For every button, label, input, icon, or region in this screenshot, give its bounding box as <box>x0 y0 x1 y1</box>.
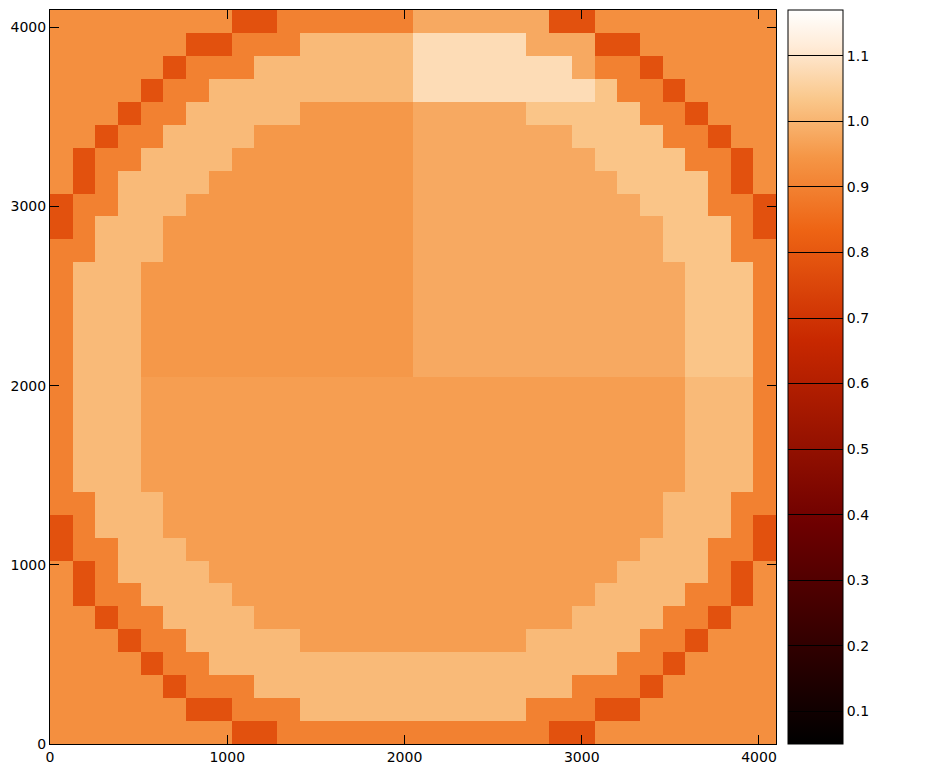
svg-text:4000: 4000 <box>11 19 47 35</box>
svg-text:1000: 1000 <box>11 557 47 573</box>
svg-text:0: 0 <box>37 736 46 752</box>
svg-text:0.2: 0.2 <box>847 638 869 654</box>
svg-text:1.0: 1.0 <box>847 113 869 129</box>
svg-text:0.3: 0.3 <box>847 572 869 588</box>
svg-text:3000: 3000 <box>564 749 600 765</box>
svg-text:0.8: 0.8 <box>847 244 869 260</box>
svg-text:0.9: 0.9 <box>847 179 869 195</box>
svg-text:0.5: 0.5 <box>847 441 869 457</box>
svg-text:0.6: 0.6 <box>847 375 869 391</box>
svg-text:4000: 4000 <box>741 749 777 765</box>
svg-text:0: 0 <box>46 749 55 765</box>
svg-text:0.7: 0.7 <box>847 310 869 326</box>
svg-text:3000: 3000 <box>11 198 47 214</box>
svg-text:1000: 1000 <box>209 749 245 765</box>
svg-text:0.1: 0.1 <box>847 703 869 719</box>
svg-text:0.4: 0.4 <box>847 507 869 523</box>
svg-text:1.1: 1.1 <box>847 48 869 64</box>
svg-text:2000: 2000 <box>387 749 423 765</box>
svg-text:2000: 2000 <box>11 378 47 394</box>
